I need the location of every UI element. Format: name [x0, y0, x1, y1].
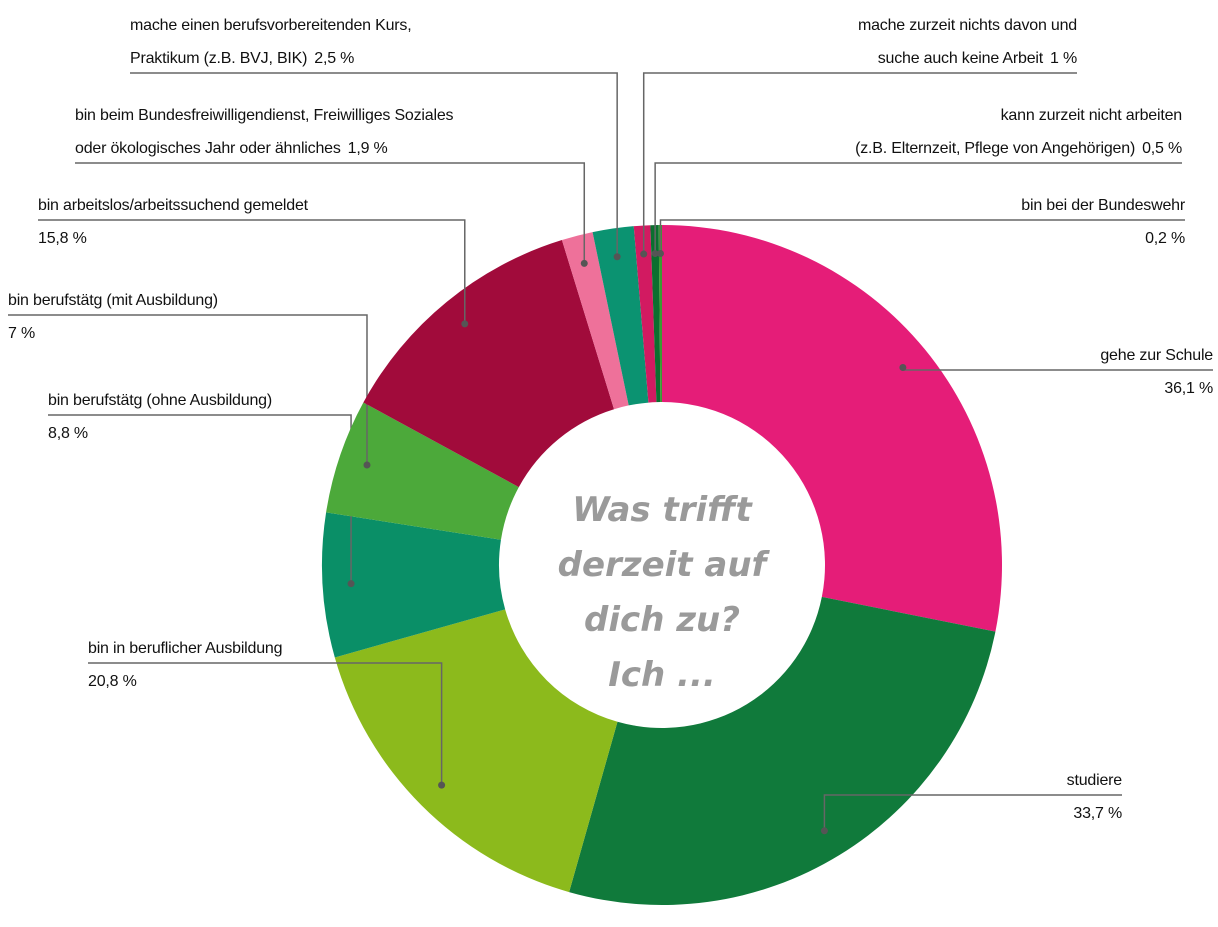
- slice-label: bin in beruflicher Ausbildung 20,8 %: [88, 632, 283, 698]
- slice-label: gehe zur Schule 36,1 %: [1100, 339, 1213, 405]
- leader-dot: [640, 250, 648, 258]
- category-label: bin bei der Bundeswehr: [1021, 197, 1185, 214]
- center-text: Was trifft derzeit auf dich zu? Ich ...: [557, 490, 767, 695]
- slice-label: bin beim Bundesfreiwilligendienst, Freiw…: [75, 99, 454, 165]
- leader-line: [130, 72, 618, 257]
- slice: [561, 232, 629, 410]
- slice-label: bin bei der Bundeswehr 0,2 %: [1021, 189, 1185, 255]
- value-label: 0,2 %: [1145, 230, 1185, 247]
- leader-dot: [347, 580, 355, 588]
- slice-label: mache einen berufsvorbereitenden Kurs, P…: [130, 9, 412, 75]
- value-label: 1 %: [1050, 50, 1077, 67]
- leader-dot: [613, 253, 621, 261]
- leader-dot: [580, 259, 588, 267]
- leader-dot: [820, 827, 828, 835]
- category-label: studiere: [1066, 772, 1123, 789]
- slice: [658, 225, 662, 403]
- value-label: 2,5 %: [314, 50, 355, 67]
- category-label: bin in beruflicher Ausbildung: [88, 640, 283, 657]
- leader-line: [75, 162, 586, 264]
- slice-label: kann zurzeit nicht arbeiten (z.B. Eltern…: [855, 99, 1182, 165]
- slice-label: studiere 33,7 %: [1066, 764, 1123, 830]
- slice: [662, 225, 1002, 632]
- slice: [363, 240, 615, 488]
- slice: [650, 225, 661, 403]
- leader-dot: [651, 250, 659, 258]
- category-label: kann zurzeit nicht arbeiten (z.B. Eltern…: [855, 107, 1182, 157]
- slice-label: bin arbeitslos/arbeitssuchend gemeldet 15…: [38, 189, 308, 255]
- value-label: 15,8 %: [38, 230, 87, 247]
- slice: [326, 402, 519, 540]
- category-label: bin beim Bundesfreiwilligendienst, Freiw…: [75, 107, 454, 157]
- slice: [569, 596, 996, 906]
- category-label: bin arbeitslos/arbeitssuchend gemeldet: [38, 197, 308, 214]
- value-label: 8,8 %: [48, 425, 88, 442]
- value-label: 20,8 %: [88, 673, 137, 690]
- category-label: bin berufstätg (mit Ausbildung): [8, 292, 218, 309]
- leader-line: [48, 414, 352, 584]
- leader-line: [659, 219, 1185, 254]
- category-label: gehe zur Schule: [1100, 347, 1213, 364]
- leader-line: [88, 662, 443, 786]
- slice-label: bin berufstätg (ohne Ausbildung) 8,8 %: [48, 384, 272, 450]
- leader-line: [8, 314, 368, 465]
- slice: [592, 226, 649, 406]
- value-label: 36,1 %: [1164, 380, 1213, 397]
- slice: [322, 512, 506, 658]
- slice: [334, 609, 618, 893]
- slice-label: bin berufstätg (mit Ausbildung) 7 %: [8, 284, 218, 350]
- slice: [633, 225, 657, 403]
- value-label: 7 %: [8, 325, 35, 342]
- value-label: 0,5 %: [1142, 140, 1182, 157]
- leader-dot: [438, 781, 446, 789]
- slice-label: mache zurzeit nichts davon und suche auc…: [858, 9, 1077, 75]
- leader-line: [642, 72, 1077, 255]
- leader-dot: [461, 320, 469, 328]
- category-label: bin berufstätg (ohne Ausbildung): [48, 392, 272, 409]
- category-label: mache einen berufsvorbereitenden Kurs, P…: [130, 17, 412, 67]
- category-label: mache zurzeit nichts davon und suche auc…: [857, 17, 1077, 67]
- value-label: 33,7 %: [1073, 805, 1122, 822]
- leader-line: [38, 219, 466, 324]
- leader-dot: [656, 250, 664, 258]
- leader-line: [823, 794, 1122, 831]
- leader-line: [654, 162, 1182, 254]
- leader-dot: [363, 461, 371, 469]
- value-label: 1,9 %: [347, 140, 388, 157]
- leader-dot: [899, 363, 907, 371]
